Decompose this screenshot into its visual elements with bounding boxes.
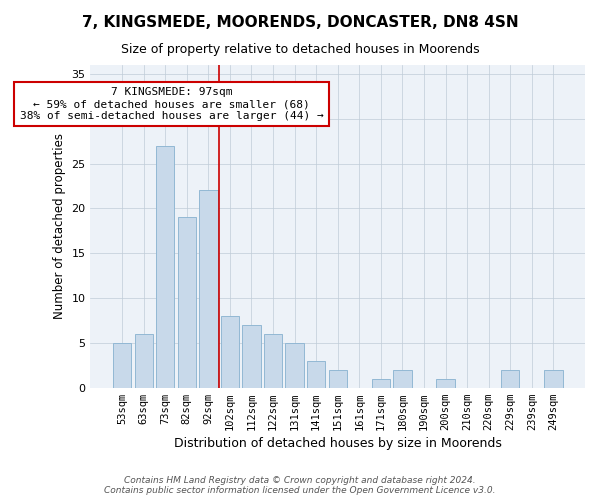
Text: 7, KINGSMEDE, MOORENDS, DONCASTER, DN8 4SN: 7, KINGSMEDE, MOORENDS, DONCASTER, DN8 4… [82,15,518,30]
Bar [178,218,196,388]
Y-axis label: Number of detached properties: Number of detached properties [53,134,66,320]
Bar [113,343,131,388]
Bar [501,370,520,388]
Bar [436,378,455,388]
Bar [264,334,282,388]
Bar [393,370,412,388]
Text: Size of property relative to detached houses in Moorends: Size of property relative to detached ho… [121,42,479,56]
Bar [544,370,563,388]
Text: Contains HM Land Registry data © Crown copyright and database right 2024.
Contai: Contains HM Land Registry data © Crown c… [104,476,496,495]
Text: 7 KINGSMEDE: 97sqm
← 59% of detached houses are smaller (68)
38% of semi-detache: 7 KINGSMEDE: 97sqm ← 59% of detached hou… [20,88,323,120]
Bar [286,343,304,388]
Bar [372,378,390,388]
Bar [329,370,347,388]
Bar [307,361,325,388]
Bar [199,190,218,388]
X-axis label: Distribution of detached houses by size in Moorends: Distribution of detached houses by size … [174,437,502,450]
Bar [242,325,260,388]
Bar [134,334,153,388]
Bar [156,146,175,388]
Bar [221,316,239,388]
